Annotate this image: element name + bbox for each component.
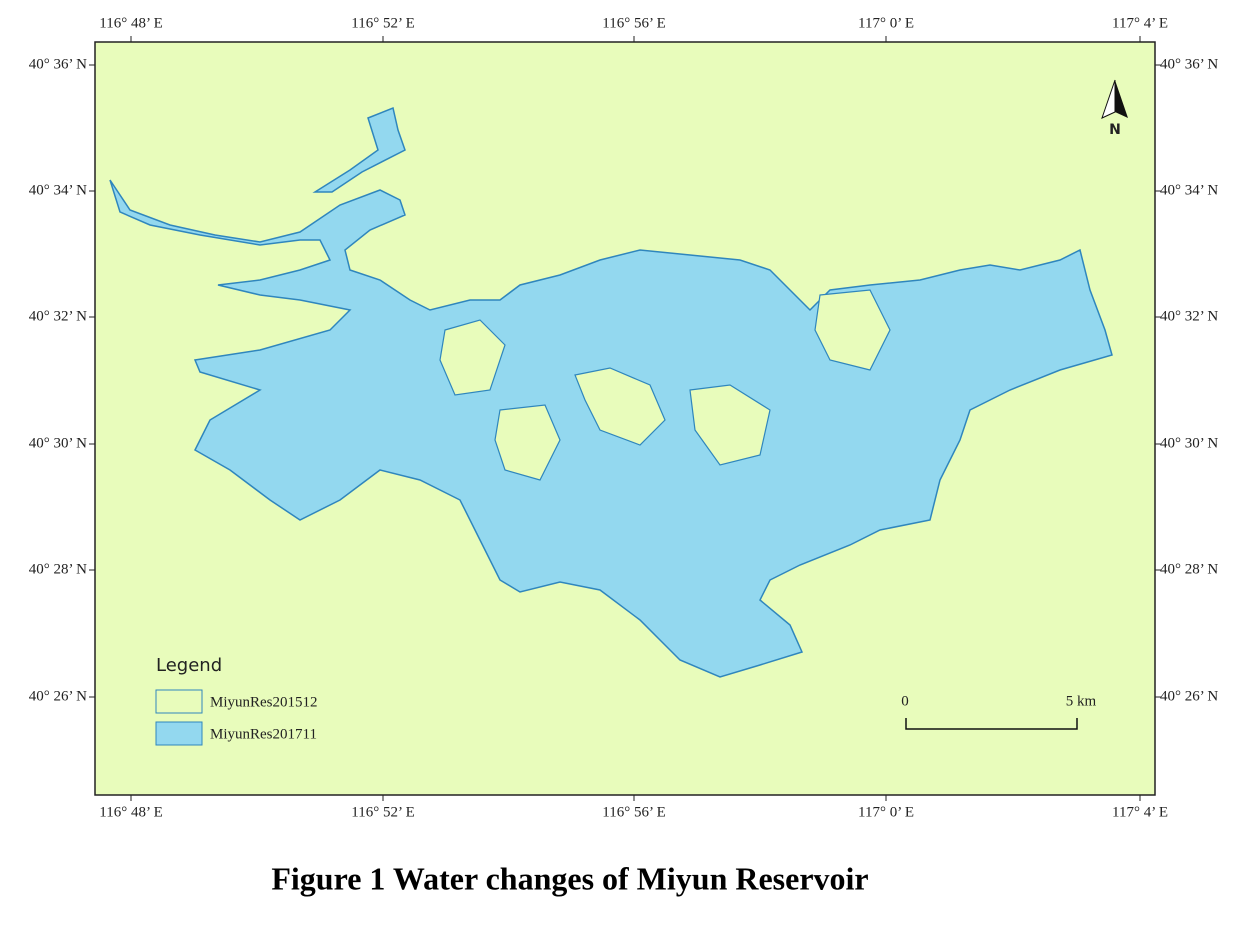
legend-label: MiyunRes201711 (210, 726, 317, 742)
island (494, 404, 561, 481)
island (689, 384, 771, 466)
x-coord-label: 116° 52’ E (351, 15, 415, 31)
y-coord-label: 40° 30’ N (1160, 435, 1218, 451)
north-arrow: N (1101, 79, 1128, 138)
island (814, 289, 891, 371)
y-coord-label: 40° 26’ N (29, 688, 87, 704)
island (574, 367, 666, 446)
legend-title: Legend (156, 655, 222, 676)
y-coord-label: 40° 28’ N (29, 561, 87, 577)
islands (439, 289, 891, 481)
y-coord-label: 40° 34’ N (1160, 182, 1218, 198)
x-coord-label: 116° 52’ E (351, 804, 415, 820)
x-coord-label: 117° 0’ E (858, 15, 914, 31)
x-coord-label: 116° 56’ E (602, 15, 666, 31)
scale-bar (905, 718, 1078, 730)
x-coord-label: 116° 56’ E (602, 804, 666, 820)
x-coord-label: 116° 48’ E (99, 15, 163, 31)
x-coord-label: 117° 0’ E (858, 804, 914, 820)
legend-label: MiyunRes201512 (210, 694, 318, 710)
scale-label: 5 km (1066, 693, 1097, 709)
legend-swatch (155, 689, 203, 714)
y-coord-label: 40° 28’ N (1160, 561, 1218, 577)
y-coord-label: 40° 30’ N (29, 435, 87, 451)
north-label: N (1109, 122, 1121, 138)
north-arrow-right (1115, 80, 1128, 118)
x-coord-label: 117° 4’ E (1112, 804, 1168, 820)
legend-swatch (155, 721, 203, 746)
y-coord-label: 40° 26’ N (1160, 688, 1218, 704)
y-coord-label: 40° 36’ N (29, 56, 87, 72)
y-coord-label: 40° 32’ N (29, 308, 87, 324)
y-coord-label: 40° 32’ N (1160, 308, 1218, 324)
scale-label: 0 (901, 693, 909, 709)
x-coord-label: 117° 4’ E (1112, 15, 1168, 31)
y-coord-label: 40° 36’ N (1160, 56, 1218, 72)
y-coord-label: 40° 34’ N (29, 182, 87, 198)
reservoir-arm (312, 106, 406, 193)
island (439, 319, 506, 396)
x-coord-label: 116° 48’ E (99, 804, 163, 820)
caption: Figure 1 Water changes of Miyun Reservoi… (271, 860, 868, 896)
